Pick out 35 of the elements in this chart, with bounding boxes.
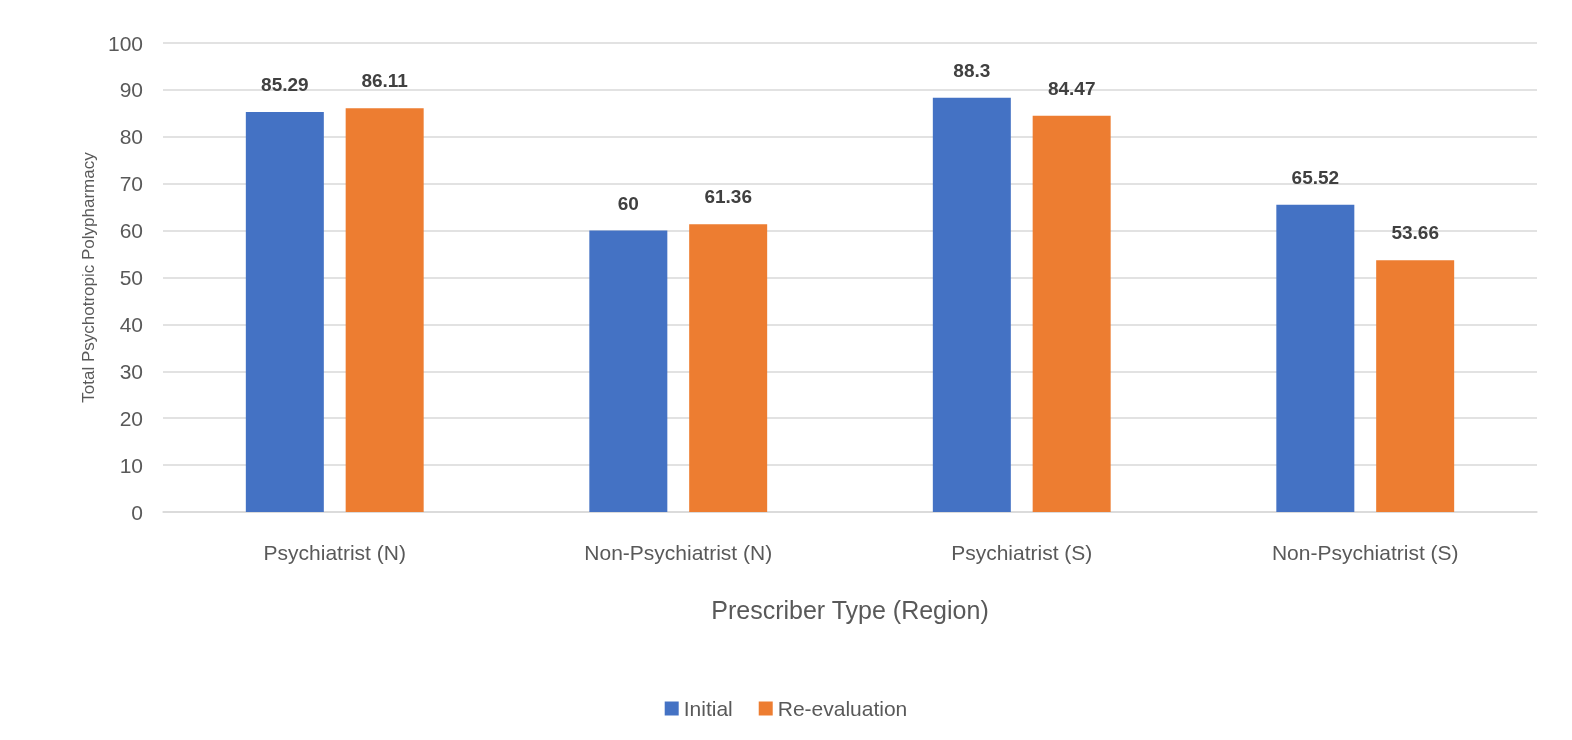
y-tick-label: 30 <box>119 359 143 383</box>
bar <box>1276 204 1355 512</box>
y-tick-label: 70 <box>119 172 143 196</box>
y-tick-label: 80 <box>119 125 143 149</box>
data-label: 65.52 <box>1291 166 1340 188</box>
legend-label: Initial <box>683 697 733 720</box>
data-label: 84.47 <box>1047 77 1096 99</box>
bar <box>1376 260 1455 512</box>
legend-label: Re-evaluation <box>777 697 908 720</box>
y-tick-label: 0 <box>131 500 143 524</box>
y-tick-label: 90 <box>119 78 143 102</box>
bar <box>1032 115 1111 512</box>
x-tick-label: Non-Psychiatrist (S) <box>1271 541 1459 564</box>
bar <box>589 230 668 512</box>
y-tick-label: 100 <box>107 31 143 55</box>
data-label: 86.11 <box>361 70 409 92</box>
x-tick-label: Non-Psychiatrist (N) <box>584 541 773 564</box>
data-label: 53.66 <box>1391 222 1439 244</box>
bar <box>689 224 768 512</box>
y-axis-title: Total Psychotropic Polypharmacy <box>79 151 99 403</box>
x-axis-title: Prescriber Type (Region) <box>711 595 989 624</box>
data-label: 88.3 <box>953 59 991 81</box>
data-label: 61.36 <box>704 186 752 208</box>
data-label: 85.29 <box>261 73 309 95</box>
bar <box>345 108 424 512</box>
bar <box>245 111 324 512</box>
data-label: 60 <box>617 192 639 214</box>
y-tick-label: 60 <box>119 219 143 243</box>
y-tick-label: 20 <box>119 406 143 430</box>
x-tick-label: Psychiatrist (N) <box>263 541 406 564</box>
y-tick-label: 40 <box>119 312 143 336</box>
y-tick-label: 50 <box>119 266 143 289</box>
y-tick-label: 10 <box>119 453 143 477</box>
x-tick-label: Psychiatrist (S) <box>951 541 1093 564</box>
bar <box>932 97 1011 512</box>
